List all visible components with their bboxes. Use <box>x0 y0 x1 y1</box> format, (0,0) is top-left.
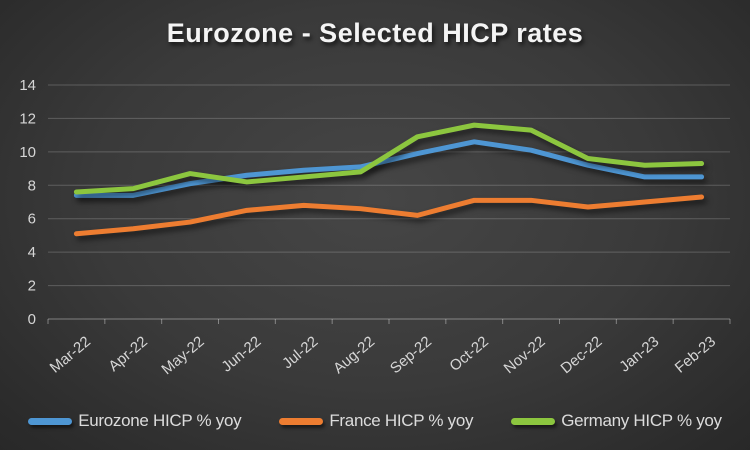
legend-label-eurozone: Eurozone HICP % yoy <box>78 411 242 430</box>
svg-text:Jul-22: Jul-22 <box>279 333 321 372</box>
legend-label-germany: Germany HICP % yoy <box>561 411 722 430</box>
svg-text:Sep-22: Sep-22 <box>387 333 435 377</box>
svg-text:Nov-22: Nov-22 <box>501 333 549 377</box>
chart-legend: Eurozone HICP % yoy France HICP % yoy Ge… <box>0 404 750 438</box>
svg-text:4: 4 <box>28 244 36 261</box>
svg-text:Mar-22: Mar-22 <box>47 333 94 377</box>
svg-text:Jun-22: Jun-22 <box>218 333 264 376</box>
germany-line-swatch <box>511 417 556 425</box>
legend-label-france: France HICP % yoy <box>329 411 474 430</box>
svg-text:0: 0 <box>28 311 36 328</box>
svg-text:6: 6 <box>28 211 36 228</box>
eurozone-line-swatch <box>28 417 73 425</box>
series-line <box>73 194 705 237</box>
legend-item-eurozone: Eurozone HICP % yoy <box>28 411 242 431</box>
legend-item-france: France HICP % yoy <box>279 411 474 431</box>
series-line <box>73 139 705 198</box>
chart-title: Eurozone - Selected HICP rates <box>166 18 584 48</box>
series-line <box>73 122 705 195</box>
svg-text:Apr-22: Apr-22 <box>105 333 150 375</box>
svg-text:Dec-22: Dec-22 <box>558 333 606 377</box>
svg-text:8: 8 <box>28 177 36 194</box>
svg-text:May-22: May-22 <box>158 333 207 378</box>
svg-text:10: 10 <box>19 144 36 161</box>
svg-text:2: 2 <box>28 278 36 295</box>
svg-text:Feb-23: Feb-23 <box>672 333 719 377</box>
svg-text:12: 12 <box>19 110 36 127</box>
svg-text:Oct-22: Oct-22 <box>446 333 491 375</box>
france-line-swatch <box>279 417 324 425</box>
svg-text:Aug-22: Aug-22 <box>330 333 378 377</box>
svg-text:Jan-23: Jan-23 <box>616 333 662 376</box>
svg-text:14: 14 <box>19 77 36 94</box>
legend-item-germany: Germany HICP % yoy <box>511 411 722 431</box>
